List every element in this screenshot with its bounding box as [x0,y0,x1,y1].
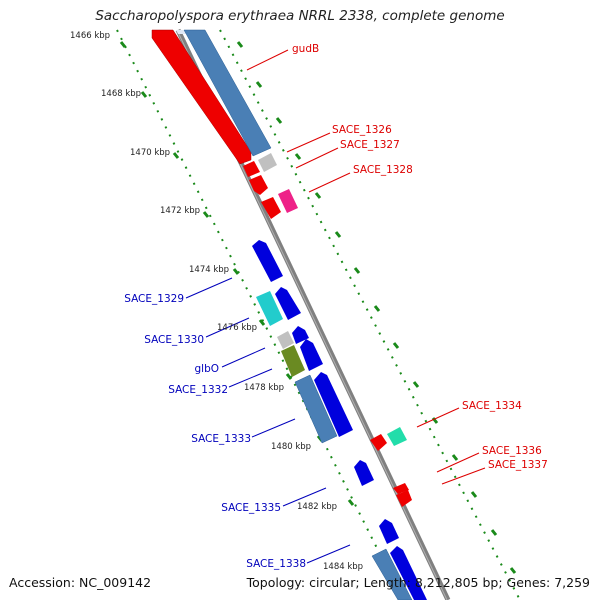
tick-mark [140,91,148,98]
tick-mark [412,381,420,388]
leader-line [251,418,296,438]
tick-label: 1474 kbp [189,265,229,275]
gene-block-steelblue [371,548,413,600]
leader-line [416,407,460,428]
tick-mark [285,373,293,380]
map-title: Saccharopolyspora erythraea NRRL 2338, c… [95,8,505,24]
tick-mark [236,41,244,48]
reverse-gene-labels: SACE_1329 SACE_1330 glbO SACE_1332 SACE_… [124,293,306,570]
leader-line [185,277,233,299]
tick-mark [490,529,498,536]
gene-label-glbo: glbO [194,363,219,375]
gene-block-steelblue [294,374,338,444]
leader-line [282,487,327,507]
tick-mark [509,567,517,574]
tick-label: 1468 kbp [101,89,141,99]
tick-mark [119,41,127,48]
tick-label: 1482 kbp [297,502,337,512]
gene-arrow-red-small [261,197,281,219]
gene-label-sace-1337: SACE_1337 [488,459,548,471]
tick-label: 1484 kbp [323,562,363,572]
forward-gene-labels: gudB SACE_1326 SACE_1327 SACE_1328 SACE_… [292,43,548,471]
leader-line [246,49,289,71]
tick-mark [314,192,322,199]
gene-block-gray [258,153,277,172]
gene-arrow-red-small [396,490,412,507]
leader-line [295,147,339,169]
gene-arrow-blue [314,372,353,437]
tick-label: 1466 kbp [70,31,110,41]
leader-line [306,544,351,564]
leader-line [441,467,486,485]
leader-line [308,172,351,193]
tick-mark [275,117,283,124]
tick-mark [232,268,240,275]
accession-text: Accession: NC_009142 [9,575,152,590]
tick-mark [334,231,342,238]
gene-arrow-blue [292,326,309,344]
forward-leader-lines [246,49,486,485]
gene-arrow-red-small [243,161,260,177]
gene-block-gray [277,331,294,349]
gene-arrow-blue [354,460,374,486]
gene-arrow-blue [379,519,399,544]
tick-label: 1478 kbp [244,383,284,393]
gene-arrow-blue [390,546,427,600]
genes [151,29,427,600]
gene-label-sace-1326: SACE_1326 [332,124,392,136]
tick-mark [294,153,302,160]
gene-label-sace-1338: SACE_1338 [246,558,306,570]
tick-labels: 1466 kbp 1468 kbp 1470 kbp 1472 kbp 1474… [70,31,363,572]
tick-mark [451,454,459,461]
gene-label-sace-1333: SACE_1333 [191,433,251,445]
gene-arrow-red-large [151,29,252,165]
gene-label-sace-1332: SACE_1332 [168,384,228,396]
tick-label: 1476 kbp [217,323,257,333]
tick-mark [353,267,361,274]
gene-label-sace-1327: SACE_1327 [340,139,400,151]
gene-label-sace-1336: SACE_1336 [482,445,542,457]
tick-mark [172,152,180,159]
tick-mark [347,499,355,506]
leader-line [286,132,331,153]
gene-label-gudb: gudB [292,43,319,55]
leader-line [228,368,273,388]
gene-block-cyan [256,291,283,326]
tick-mark [255,81,263,88]
gene-block-magenta [278,189,298,213]
gene-label-sace-1334: SACE_1334 [462,400,522,412]
tick-label: 1470 kbp [130,148,170,158]
gene-arrow-blue [275,287,301,320]
leader-line [436,452,480,473]
reverse-leader-lines [185,277,351,564]
gene-block-mint [387,427,407,446]
inner-tick-dotted-line [116,29,404,600]
gene-arrow-blue [300,339,323,371]
gene-arrow-blue [252,240,283,282]
tick-mark [392,342,400,349]
gene-block-steelblue-large [183,29,272,157]
tick-mark [202,211,210,218]
gene-block-olive [281,345,305,377]
gene-label-sace-1330: SACE_1330 [144,334,204,346]
tick-mark [470,491,478,498]
gene-label-sace-1335: SACE_1335 [221,502,281,514]
topology-text: Topology: circular; Length: 8,212,805 bp… [246,575,590,590]
gene-arrow-red-small [370,434,387,451]
tick-mark [431,417,439,424]
tick-mark [373,305,381,312]
gene-label-sace-1328: SACE_1328 [353,164,413,176]
gene-arrow-red-small [249,175,268,195]
leader-line [221,347,266,368]
tick-label: 1472 kbp [160,206,200,216]
tick-mark [258,319,266,326]
gene-label-sace-1329: SACE_1329 [124,293,184,305]
tick-label: 1480 kbp [271,442,311,452]
leader-line [205,317,250,338]
tick-marks [236,41,517,574]
